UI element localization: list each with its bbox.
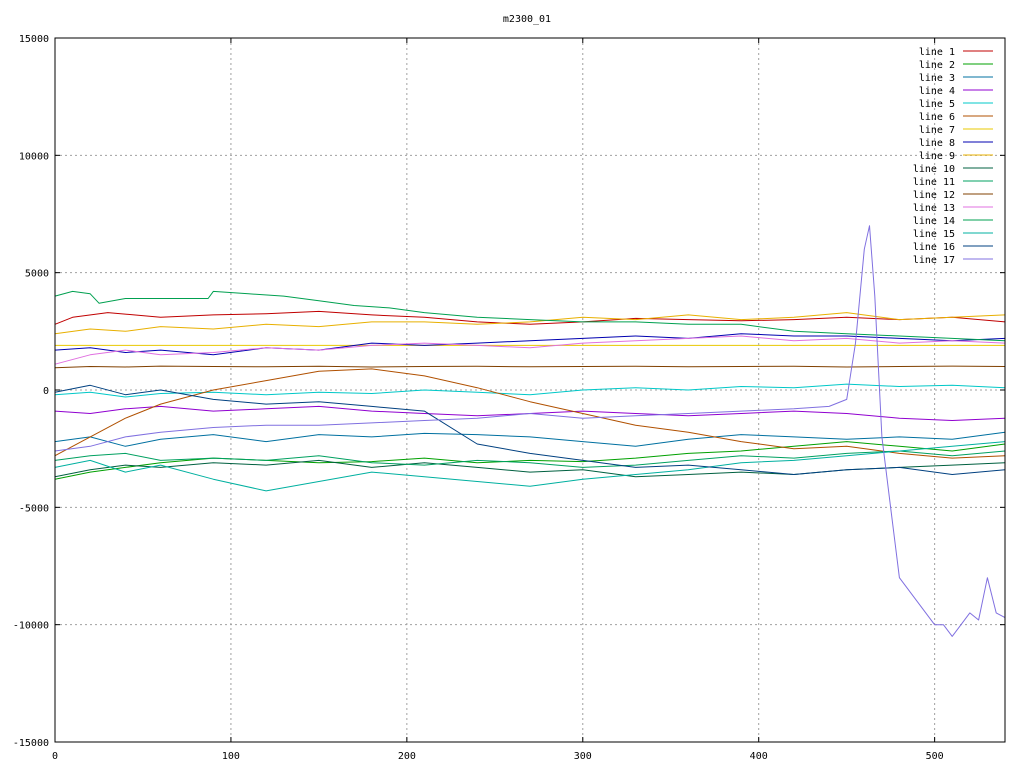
series-line-8 — [54, 333, 1006, 356]
x-tick-label: 200 — [398, 751, 416, 762]
series-line-17 — [54, 225, 1006, 637]
y-tick-label: -10000 — [13, 621, 49, 632]
grid-lines — [55, 38, 1005, 742]
series-line-12 — [54, 365, 1006, 369]
y-tick-label: 15000 — [19, 34, 49, 45]
legend-label: line 7 — [919, 125, 955, 136]
series-line-6 — [54, 368, 1006, 459]
x-tick-label: 100 — [222, 751, 240, 762]
legend-label: line 5 — [919, 99, 955, 110]
x-tick-label: 300 — [574, 751, 592, 762]
legend-label: line 16 — [913, 242, 955, 253]
legend-label: line 6 — [919, 112, 955, 123]
series-line-13 — [54, 335, 1006, 365]
y-tick-label: -15000 — [13, 738, 49, 749]
y-tick-label: -5000 — [19, 503, 49, 514]
x-tick-label: 400 — [750, 751, 768, 762]
y-tick-label: 0 — [43, 386, 49, 397]
x-tick-label: 0 — [52, 751, 58, 762]
legend-label: line 15 — [913, 229, 955, 240]
legend-label: line 11 — [913, 177, 955, 188]
legend-label: line 3 — [919, 73, 955, 84]
legend: line 1 line 2 line 3 line 4 line 5 line 6 line… — [913, 47, 993, 266]
legend-label: line 12 — [913, 190, 955, 201]
x-axis-ticks: 0 100 200 300 400 500 — [52, 38, 944, 762]
legend-label: line 13 — [913, 203, 955, 214]
series-line-9 — [54, 312, 1006, 335]
legend-label: line 14 — [913, 216, 955, 227]
legend-label: line 8 — [919, 138, 955, 149]
y-tick-label: 10000 — [19, 151, 49, 162]
y-tick-label: 5000 — [25, 269, 49, 280]
chart-title: m2300_01 — [503, 14, 551, 25]
series-layer — [54, 225, 1006, 637]
series-line-11 — [54, 450, 1006, 468]
series-line-14 — [54, 290, 1006, 342]
legend-label: line 17 — [913, 255, 955, 266]
legend-label: line 9 — [919, 151, 955, 162]
legend-label: line 2 — [919, 60, 955, 71]
series-line-4 — [54, 405, 1006, 421]
legend-label: line 4 — [919, 86, 955, 97]
series-line-2 — [54, 441, 1006, 480]
series-line-15 — [54, 441, 1006, 492]
y-axis-ticks: -15000 -10000 -5000 0 5000 10000 15000 — [13, 34, 1005, 749]
legend-label: line 10 — [913, 164, 955, 175]
legend-label: line 1 — [919, 47, 955, 58]
series-line-16 — [54, 384, 1006, 475]
series-line-3 — [54, 431, 1006, 447]
x-tick-label: 500 — [926, 751, 944, 762]
series-line-5 — [54, 383, 1006, 398]
